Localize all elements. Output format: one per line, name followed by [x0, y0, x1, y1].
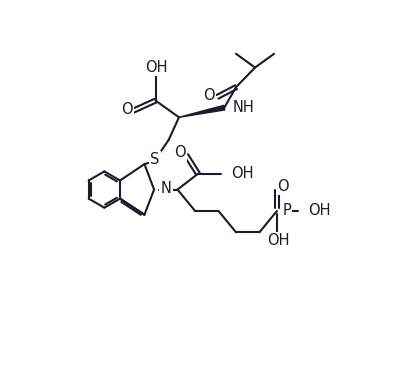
Text: OH: OH: [267, 233, 290, 248]
Text: OH: OH: [145, 60, 168, 75]
Text: N: N: [161, 182, 171, 196]
Text: P: P: [282, 203, 291, 218]
Text: O: O: [278, 179, 289, 194]
Text: O: O: [122, 103, 133, 117]
Text: O: O: [204, 87, 215, 103]
Text: O: O: [174, 146, 186, 160]
Polygon shape: [179, 105, 225, 117]
Text: OH: OH: [231, 166, 253, 180]
Text: OH: OH: [308, 203, 331, 218]
Text: NH: NH: [233, 100, 255, 115]
Text: S: S: [150, 152, 159, 167]
